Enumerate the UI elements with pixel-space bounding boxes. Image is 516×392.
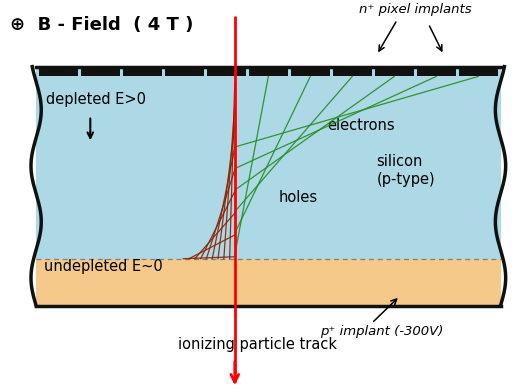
Bar [123,67,162,76]
Text: electrons: electrons [328,118,395,133]
Bar [375,67,414,76]
Text: n⁺ pixel implants: n⁺ pixel implants [359,3,471,16]
Bar [165,67,204,76]
Text: undepleted E~0: undepleted E~0 [44,259,163,274]
Bar [249,67,288,76]
Bar [206,67,246,76]
Bar [291,67,330,76]
Text: holes: holes [279,191,318,205]
Bar [416,67,456,76]
Bar [36,67,501,259]
Text: p⁺ implant (-300V): p⁺ implant (-300V) [320,325,443,338]
Bar [333,67,372,76]
Bar [36,259,501,306]
Text: silicon
(p-type): silicon (p-type) [377,154,436,187]
Text: depleted E>0: depleted E>0 [46,93,147,107]
Text: ⊕  B - Field  ( 4 T ): ⊕ B - Field ( 4 T ) [10,16,193,34]
Bar [39,67,78,76]
Bar [459,67,498,76]
Bar [80,67,120,76]
Text: ionizing particle track: ionizing particle track [179,338,337,352]
